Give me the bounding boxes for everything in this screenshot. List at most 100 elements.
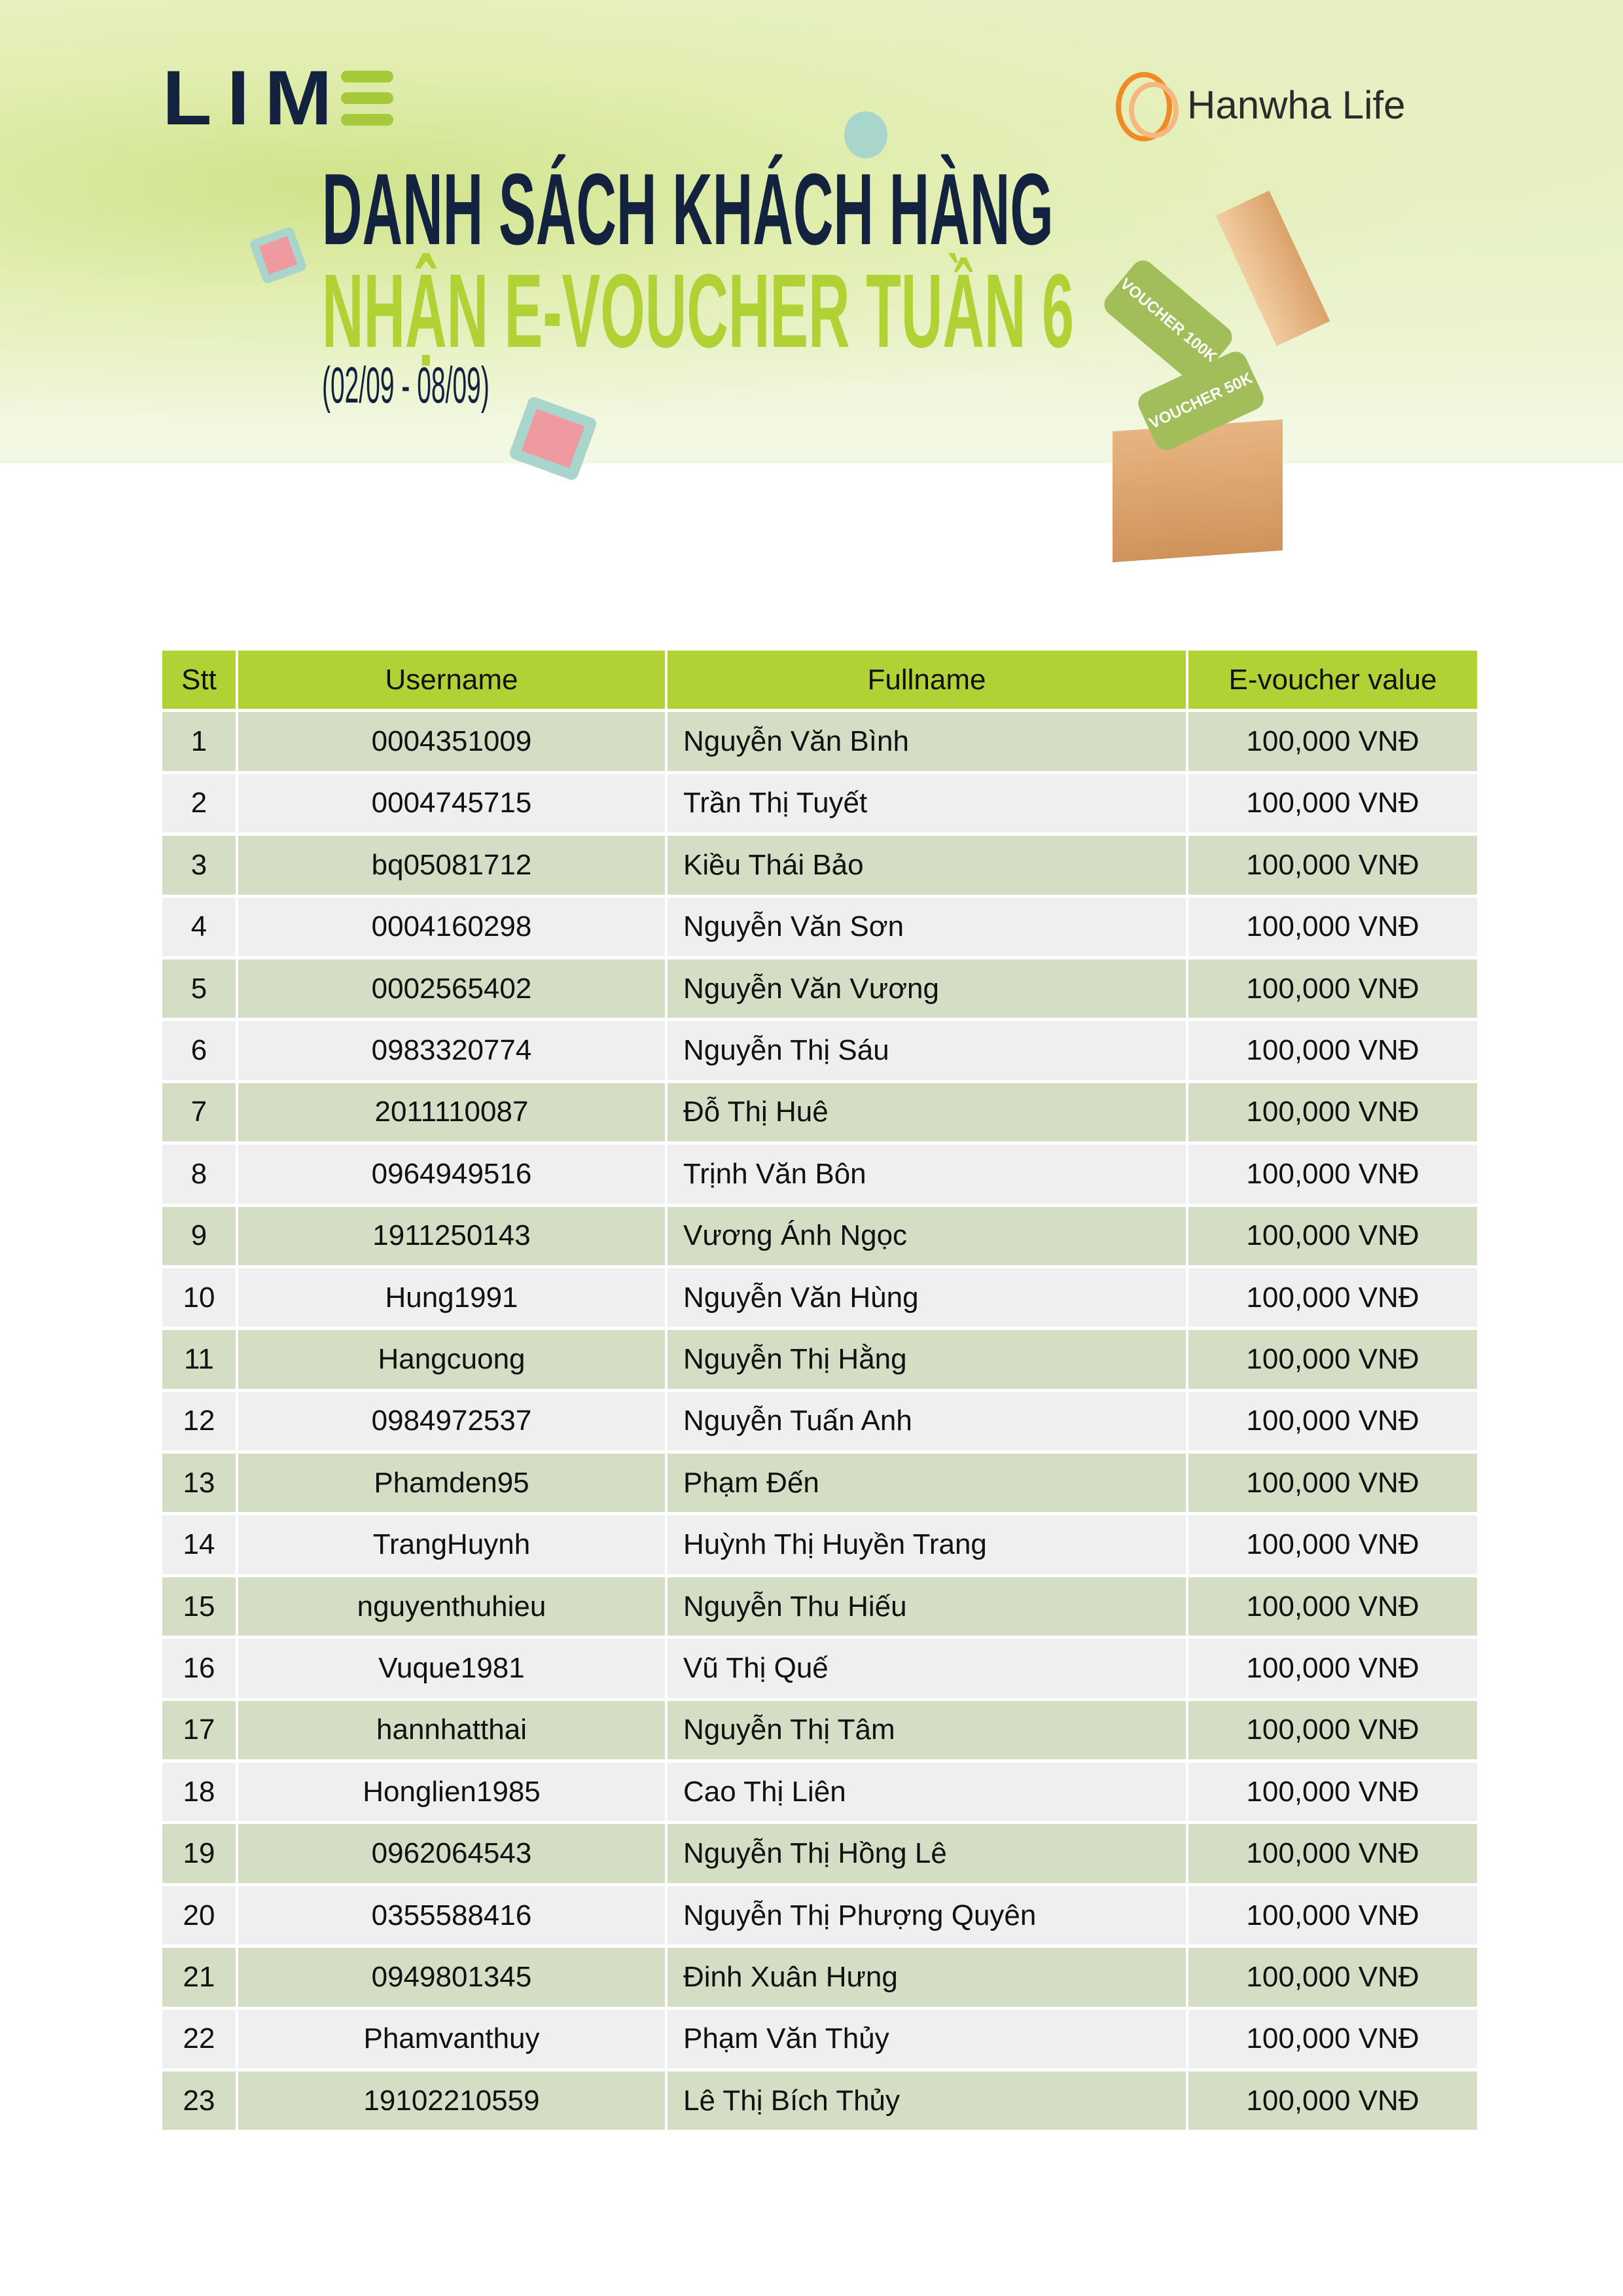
lime-logo-text: LIM [162, 55, 348, 141]
cell-username: 0002565402 [238, 959, 668, 1022]
cell-voucher-value: 100,000 VNĐ [1188, 2009, 1477, 2072]
cell-fullname: Phạm Văn Thủy [668, 2009, 1188, 2072]
table-row: 4 0004160298 Nguyễn Văn Sơn 100,000 VNĐ [162, 897, 1477, 960]
cell-fullname: Vũ Thị Quế [668, 1639, 1188, 1701]
table-row: 17 hannhatthai Nguyễn Thị Tâm 100,000 VNĐ [162, 1700, 1477, 1763]
cell-username: 0962064543 [238, 1824, 668, 1886]
cell-fullname: Huỳnh Thị Huyền Trang [668, 1515, 1188, 1577]
column-header-fullname: Fullname [668, 651, 1188, 713]
date-range: (02/09 - 08/09) [322, 356, 490, 414]
cell-stt: 4 [162, 897, 238, 960]
column-header-voucher-value: E-voucher value [1188, 651, 1477, 713]
cell-stt: 8 [162, 1145, 238, 1207]
cell-stt: 16 [162, 1639, 238, 1701]
cell-stt: 18 [162, 1763, 238, 1825]
cell-fullname: Nguyễn Thị Tâm [668, 1700, 1188, 1763]
cell-username: 2011110087 [238, 1083, 668, 1145]
cell-stt: 3 [162, 836, 238, 898]
cell-fullname: Nguyễn Thị Sáu [668, 1021, 1188, 1083]
cell-fullname: Nguyễn Thị Hằng [668, 1330, 1188, 1392]
cell-fullname: Nguyễn Văn Hùng [668, 1268, 1188, 1331]
cell-stt: 23 [162, 2071, 238, 2134]
cell-voucher-value: 100,000 VNĐ [1188, 1577, 1477, 1640]
table-row: 22 Phamvanthuy Phạm Văn Thủy 100,000 VNĐ [162, 2009, 1477, 2072]
table-header: Stt Username Fullname E-voucher value [162, 651, 1477, 713]
table-row: 14 TrangHuynh Huỳnh Thị Huyền Trang 100,000… [162, 1515, 1477, 1577]
cell-voucher-value: 100,000 VNĐ [1188, 1886, 1477, 1948]
cell-voucher-value: 100,000 VNĐ [1188, 712, 1477, 774]
cell-stt: 19 [162, 1824, 238, 1886]
cell-fullname: Nguyễn Văn Bình [668, 712, 1188, 774]
hanwha-logo-text: Hanwha Life [1187, 82, 1406, 127]
table-row: 1 0004351009 Nguyễn Văn Bình 100,000 VNĐ [162, 712, 1477, 774]
column-header-username: Username [238, 651, 668, 713]
cell-voucher-value: 100,000 VNĐ [1188, 1639, 1477, 1701]
cell-fullname: Đinh Xuân Hưng [668, 1948, 1188, 2010]
table-row: 11 Hangcuong Nguyễn Thị Hằng 100,000 VNĐ [162, 1330, 1477, 1392]
table-row: 3 bq05081712 Kiều Thái Bảo 100,000 VNĐ [162, 836, 1477, 898]
cell-voucher-value: 100,000 VNĐ [1188, 1824, 1477, 1886]
cell-fullname: Lê Thị Bích Thủy [668, 2071, 1188, 2134]
cell-voucher-value: 100,000 VNĐ [1188, 1268, 1477, 1331]
cell-username: 0983320774 [238, 1021, 668, 1083]
cell-fullname: Cao Thị Liên [668, 1763, 1188, 1825]
cell-stt: 1 [162, 712, 238, 774]
cell-voucher-value: 100,000 VNĐ [1188, 959, 1477, 1022]
cell-stt: 6 [162, 1021, 238, 1083]
cell-stt: 12 [162, 1391, 238, 1454]
cell-voucher-value: 100,000 VNĐ [1188, 1763, 1477, 1825]
cell-fullname: Trịnh Văn Bôn [668, 1145, 1188, 1207]
lime-logo: LIM [162, 55, 394, 141]
cell-voucher-value: 100,000 VNĐ [1188, 1454, 1477, 1516]
cell-fullname: Vương Ánh Ngọc [668, 1206, 1188, 1268]
cell-voucher-value: 100,000 VNĐ [1188, 1515, 1477, 1577]
cell-username: 0004351009 [238, 712, 668, 774]
lime-logo-e-mark [341, 71, 394, 126]
cell-username: bq05081712 [238, 836, 668, 898]
cell-fullname: Kiều Thái Bảo [668, 836, 1188, 898]
page-subtitle: NHẬN E-VOUCHER TUẦN 6 [322, 252, 1074, 369]
cell-voucher-value: 100,000 VNĐ [1188, 1021, 1477, 1083]
cell-voucher-value: 100,000 VNĐ [1188, 897, 1477, 960]
table-row: 6 0983320774 Nguyễn Thị Sáu 100,000 VNĐ [162, 1021, 1477, 1083]
cell-username: Phamden95 [238, 1454, 668, 1516]
cell-username: Phamvanthuy [238, 2009, 668, 2072]
cell-stt: 11 [162, 1330, 238, 1392]
cell-stt: 15 [162, 1577, 238, 1640]
cell-stt: 21 [162, 1948, 238, 2010]
balloon-icon [844, 111, 887, 158]
column-header-stt: Stt [162, 651, 238, 713]
table-row: 7 2011110087 Đỗ Thị Huê 100,000 VNĐ [162, 1083, 1477, 1145]
gift-box-open-icon [1113, 419, 1283, 563]
hanwha-life-logo: Hanwha Life [1113, 69, 1406, 141]
table-row: 13 Phamden95 Phạm Đến 100,000 VNĐ [162, 1454, 1477, 1516]
page-title: DANH SÁCH KHÁCH HÀNG [322, 152, 1054, 266]
table-body: 1 0004351009 Nguyễn Văn Bình 100,000 VNĐ 2 00… [162, 712, 1477, 2134]
cell-stt: 2 [162, 774, 238, 836]
cell-voucher-value: 100,000 VNĐ [1188, 1948, 1477, 2010]
table-row: 5 0002565402 Nguyễn Văn Vương 100,000 VNĐ [162, 959, 1477, 1022]
cell-stt: 22 [162, 2009, 238, 2072]
cell-username: 0355588416 [238, 1886, 668, 1948]
cell-username: 0949801345 [238, 1948, 668, 2010]
cell-fullname: Phạm Đến [668, 1454, 1188, 1516]
cell-fullname: Đỗ Thị Huê [668, 1083, 1188, 1145]
cell-username: 0964949516 [238, 1145, 668, 1207]
table-row: 23 19102210559 Lê Thị Bích Thủy 100,000 VNĐ [162, 2071, 1477, 2134]
cell-voucher-value: 100,000 VNĐ [1188, 1330, 1477, 1392]
cell-fullname: Nguyễn Văn Sơn [668, 897, 1188, 960]
table-row: 16 Vuque1981 Vũ Thị Quế 100,000 VNĐ [162, 1639, 1477, 1701]
cell-fullname: Nguyễn Thu Hiếu [668, 1577, 1188, 1640]
cell-stt: 17 [162, 1700, 238, 1763]
cell-voucher-value: 100,000 VNĐ [1188, 1083, 1477, 1145]
header-banner [0, 0, 1623, 463]
cell-voucher-value: 100,000 VNĐ [1188, 1206, 1477, 1268]
table-row: 15 nguyenthuhieu Nguyễn Thu Hiếu 100,000 VN… [162, 1577, 1477, 1640]
cell-username: 1911250143 [238, 1206, 668, 1268]
cell-username: TrangHuynh [238, 1515, 668, 1577]
cell-voucher-value: 100,000 VNĐ [1188, 1391, 1477, 1454]
table-row: 20 0355588416 Nguyễn Thị Phượng Quyên 100,0… [162, 1886, 1477, 1948]
table-row: 21 0949801345 Đinh Xuân Hưng 100,000 VNĐ [162, 1948, 1477, 2010]
cell-stt: 5 [162, 959, 238, 1022]
